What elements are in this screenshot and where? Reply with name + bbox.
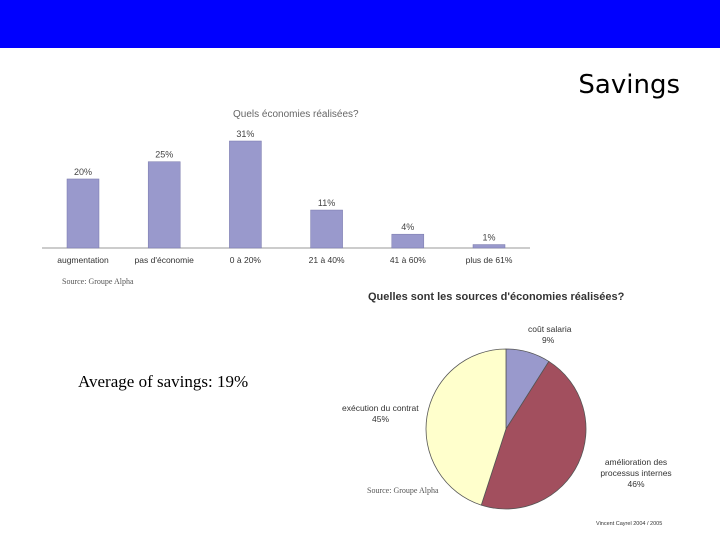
bar [310,209,343,249]
bar-data-label: 11% [318,198,335,208]
pie-slice-name: exécution du contrat [342,403,419,413]
pie-slice-amelioration [480,360,587,510]
pie-label-amelioration: amélioration des processus internes 46% [586,457,686,490]
bar-category-label: 0 à 20% [230,255,262,265]
bar-data-label: 31% [236,129,254,139]
pie-slice-name: coût salaria [528,324,572,334]
bar-category-label: plus de 61% [466,255,513,265]
pie-label-cout-salarial: coût salaria 9% [528,324,571,346]
bar-data-label: 20% [74,167,92,177]
slide-title: Savings [578,70,680,100]
bar-category-label: pas d'économie [135,255,195,265]
copyright: Vincent Cayrel 2004 / 2005 [596,521,663,527]
pie-slice-value: 45% [372,414,390,424]
pie-slice-value: 9% [542,335,555,345]
bar-chart-title: Quels économies réalisées? [233,109,359,120]
top-banner [0,0,720,48]
bar-chart-source: Source: Groupe Alpha [62,277,134,286]
bar [472,244,506,249]
bar [391,233,425,249]
bar-data-label: 4% [401,222,414,232]
bar-category-label: 41 à 60% [390,255,426,265]
pie-chart-title: Quelles sont les sources d'économies réa… [368,291,625,303]
bar [147,161,181,249]
bar-data-label: 1% [482,233,495,243]
pie-label-execution: exécution du contrat 45% [342,403,419,425]
bar-data-label: 25% [155,150,173,160]
pie-slice-execution [425,348,507,506]
bar-category-label: 21 à 40% [309,255,345,265]
average-savings: Average of savings: 19% [78,372,249,391]
pie-slice-name: amélioration des processus internes [600,457,672,478]
pie-chart-source: Source: Groupe Alpha [367,486,439,495]
bar [229,140,262,249]
bar-category-label: augmentation [57,255,109,265]
pie-slice-value: 46% [627,479,645,489]
bar [66,178,100,249]
